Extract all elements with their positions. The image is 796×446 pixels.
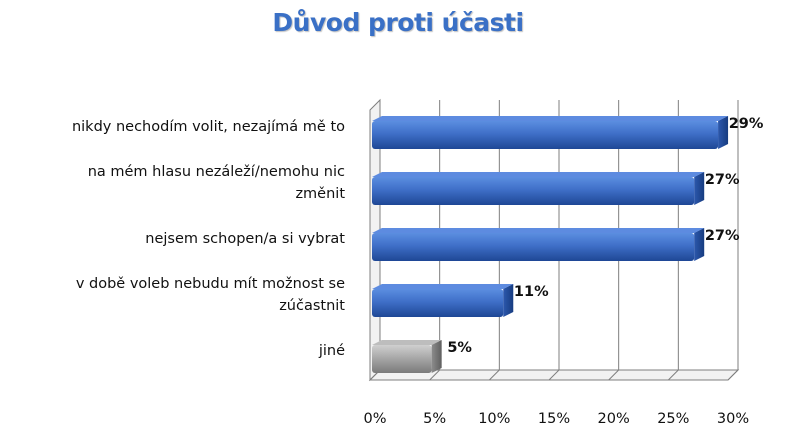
- data-label: 11%: [514, 284, 549, 300]
- bar-end: [694, 228, 705, 261]
- bar-front: [372, 177, 695, 205]
- category-label: nejsem schopen/a si vybrat: [145, 231, 345, 247]
- data-label: 5%: [447, 340, 472, 356]
- data-label: 27%: [705, 172, 740, 188]
- bar-top: [372, 340, 442, 345]
- gridline-floor: [488, 369, 500, 381]
- x-tick-label: 25%: [657, 411, 689, 427]
- bar: [372, 228, 705, 261]
- bar-front: [372, 345, 432, 373]
- bar: [372, 116, 729, 149]
- bar-end: [503, 284, 514, 317]
- x-tick-label: 5%: [423, 411, 446, 427]
- category-label: jiné: [318, 343, 345, 359]
- gridline-floor: [667, 369, 679, 381]
- category-label: zúčastnit: [279, 298, 345, 314]
- x-tick-label: 10%: [478, 411, 510, 427]
- chart-title: Důvod proti účasti: [272, 8, 524, 37]
- bar-front: [372, 121, 719, 149]
- data-label: 29%: [729, 116, 764, 132]
- bar-top: [372, 228, 705, 233]
- bar: [372, 340, 442, 373]
- category-label: změnit: [295, 186, 345, 202]
- x-tick-label: 0%: [363, 411, 386, 427]
- bar-top: [372, 172, 705, 177]
- gridline-floor: [548, 369, 560, 381]
- data-label: 27%: [705, 228, 740, 244]
- bar-front: [372, 233, 695, 261]
- x-tick-label: 30%: [717, 411, 749, 427]
- bar-end: [431, 340, 442, 373]
- x-tick-label: 15%: [538, 411, 570, 427]
- x-tick-label: 20%: [598, 411, 630, 427]
- gridline-floor: [608, 369, 620, 381]
- gridline-floor: [429, 369, 441, 381]
- bar-end: [718, 116, 729, 149]
- bar: [372, 284, 514, 317]
- category-label: nikdy nechodím volit, nezajímá mě to: [72, 119, 345, 135]
- category-label: v době voleb nebudu mít možnost se: [76, 276, 345, 292]
- gridline-floor: [727, 369, 739, 381]
- bar-front: [372, 289, 504, 317]
- bar-top: [372, 116, 729, 121]
- bar-top: [372, 284, 514, 289]
- bar: [372, 172, 705, 205]
- category-label: na mém hlasu nezáleží/nemohu nic: [88, 164, 345, 180]
- bar-end: [694, 172, 705, 205]
